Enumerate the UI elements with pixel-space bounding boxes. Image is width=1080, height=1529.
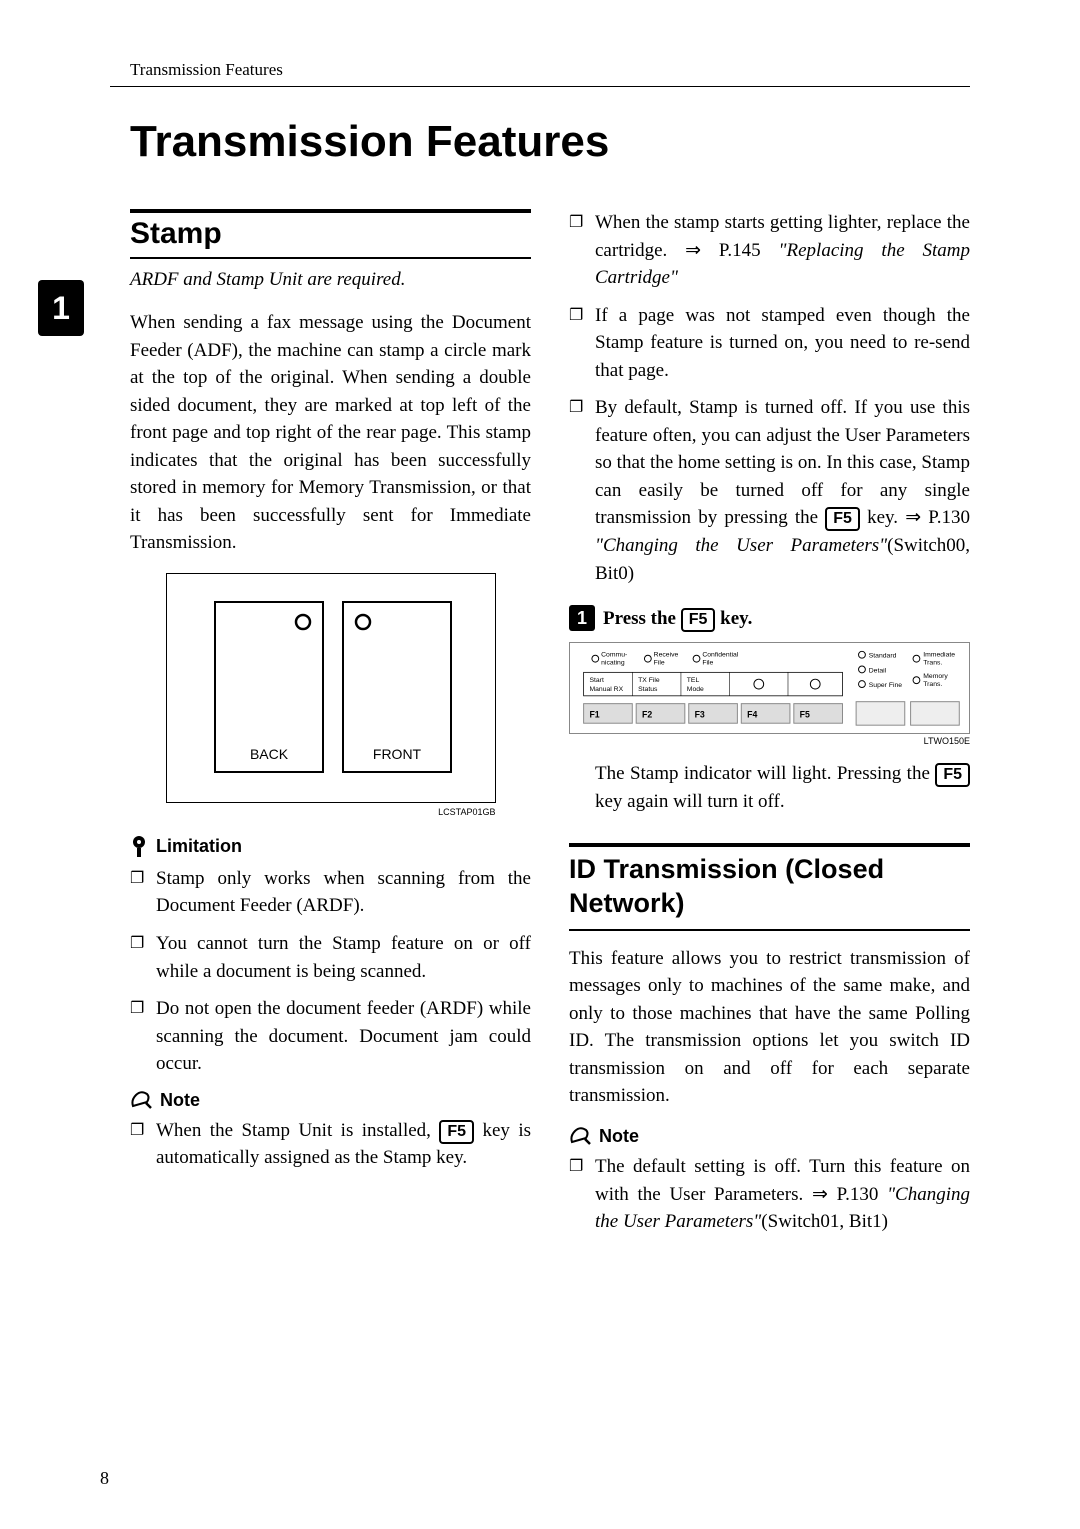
stamp-subtitle: ARDF and Stamp Unit are required.: [130, 269, 531, 291]
note-item: If a page was not stamped even though th…: [569, 302, 970, 385]
control-panel-diagram: Commu-nicating ReceiveFile ConfidentialF…: [569, 642, 970, 734]
note-item: The default setting is off. Turn this fe…: [569, 1153, 970, 1236]
note-list-left: When the Stamp Unit is installed, F5 key…: [130, 1117, 531, 1172]
note-heading-left: Note: [130, 1090, 531, 1111]
svg-text:Trans.: Trans.: [923, 681, 942, 688]
note-title-right: Note: [599, 1126, 639, 1147]
chapter-tab: 1: [38, 280, 84, 336]
note-list-right-bottom: The default setting is off. Turn this fe…: [569, 1153, 970, 1236]
svg-text:Mode: Mode: [687, 686, 704, 693]
id-transmission-body: This feature allows you to restrict tran…: [569, 945, 970, 1110]
left-column: Stamp ARDF and Stamp Unit are required. …: [130, 209, 531, 1246]
note-list-right-top: When the stamp starts getting lighter, r…: [569, 209, 970, 587]
content-columns: Stamp ARDF and Stamp Unit are required. …: [110, 209, 970, 1246]
svg-text:Start: Start: [589, 677, 603, 684]
page-title: Transmission Features: [110, 117, 970, 167]
svg-text:Super Fine: Super Fine: [869, 682, 903, 689]
svg-text:Trans.: Trans.: [923, 660, 942, 667]
f5-keycap: F5: [935, 763, 970, 787]
note-item: By default, Stamp is turned off. If you …: [569, 394, 970, 587]
note-item: When the stamp starts getting lighter, r…: [569, 209, 970, 292]
limitation-icon: [130, 835, 148, 859]
svg-text:File: File: [702, 660, 713, 667]
svg-text:File: File: [654, 660, 665, 667]
svg-text:F4: F4: [747, 709, 757, 719]
svg-text:F5: F5: [800, 709, 810, 719]
svg-text:nicating: nicating: [601, 660, 625, 667]
limitation-item: Stamp only works when scanning from the …: [130, 865, 531, 920]
svg-text:TX File: TX File: [638, 677, 660, 684]
page-number: 8: [100, 1468, 109, 1489]
f5-keycap: F5: [681, 608, 716, 632]
svg-text:Memory: Memory: [923, 673, 948, 680]
right-column: When the stamp starts getting lighter, r…: [569, 209, 970, 1246]
step-1: 1 Press the F5 key.: [569, 605, 970, 632]
stamp-intro: When sending a fax message using the Doc…: [130, 309, 531, 557]
note-item-left: When the Stamp Unit is installed, F5 key…: [130, 1117, 531, 1172]
svg-text:Receive: Receive: [654, 652, 679, 659]
f5-keycap: F5: [825, 507, 860, 531]
limitation-item: You cannot turn the Stamp feature on or …: [130, 930, 531, 985]
note-icon: [569, 1126, 591, 1146]
svg-text:F3: F3: [695, 709, 705, 719]
panel-code: LTWO150E: [569, 736, 970, 746]
section-id-transmission-title: ID Transmission (Closed Network): [569, 843, 970, 931]
svg-text:Confidential: Confidential: [702, 652, 738, 659]
svg-text:F2: F2: [642, 709, 652, 719]
stamp-diagram: BACK FRONT: [166, 573, 496, 803]
limitation-item: Do not open the document feeder (ARDF) w…: [130, 995, 531, 1078]
limitation-heading: Limitation: [130, 835, 531, 859]
section-stamp-title: Stamp: [130, 209, 531, 259]
svg-text:Manual RX: Manual RX: [589, 686, 623, 693]
running-header: Transmission Features: [110, 60, 970, 87]
svg-text:Detail: Detail: [869, 667, 887, 674]
diagram-code: LCSTAP01GB: [166, 807, 496, 817]
diagram-back-label: BACK: [249, 746, 288, 762]
note-title-left: Note: [160, 1090, 200, 1111]
svg-text:F1: F1: [589, 709, 599, 719]
svg-text:Immediate: Immediate: [923, 652, 955, 659]
step-number: 1: [569, 605, 595, 631]
limitation-list: Stamp only works when scanning from the …: [130, 865, 531, 1078]
svg-text:Standard: Standard: [869, 653, 897, 660]
diagram-front-label: FRONT: [372, 746, 421, 762]
after-panel-text: The Stamp indicator will light. Pressing…: [569, 760, 970, 815]
f5-keycap: F5: [439, 1120, 474, 1144]
svg-text:TEL: TEL: [687, 677, 700, 684]
svg-text:Commu-: Commu-: [601, 652, 627, 659]
svg-text:Status: Status: [638, 686, 658, 693]
limitation-title: Limitation: [156, 836, 242, 857]
note-icon: [130, 1090, 152, 1110]
note-heading-right: Note: [569, 1126, 970, 1147]
step-text: Press the F5 key.: [603, 608, 752, 632]
